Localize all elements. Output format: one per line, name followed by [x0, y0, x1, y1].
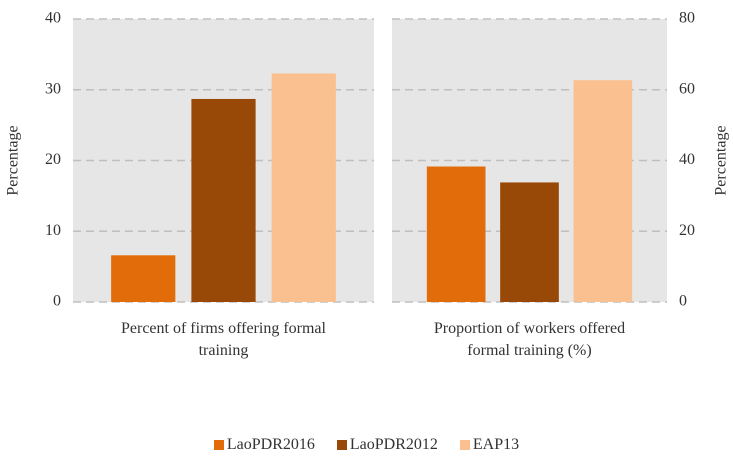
y-axis-label: Percentage — [713, 125, 730, 195]
x-category-label: Proportion of workers offered formal tra… — [433, 320, 626, 359]
y-tick-label: 20 — [679, 222, 695, 239]
legend-item: LaoPDR2016 — [213, 436, 315, 454]
y-tick-label: 40 — [679, 151, 695, 168]
legend-item: EAP13 — [459, 436, 520, 454]
bar — [111, 255, 176, 302]
y-tick-label: 80 — [679, 10, 695, 27]
y-tick-label: 20 — [45, 151, 61, 168]
y-tick-label: 0 — [53, 293, 61, 310]
y-tick-label: 10 — [45, 222, 61, 239]
legend: LaoPDR2016 LaoPDR2012 EAP13 — [0, 436, 733, 454]
bar — [191, 98, 256, 302]
y-tick-label: 0 — [679, 293, 687, 310]
x-category-label: Percent of firms offering formal trainin… — [121, 320, 326, 359]
bar — [426, 166, 486, 302]
y-tick-label: 30 — [45, 80, 61, 97]
bar — [271, 73, 336, 302]
y-axis-label: Percentage — [5, 125, 22, 195]
legend-label: LaoPDR2012 — [349, 436, 438, 453]
legend-label: LaoPDR2016 — [226, 436, 315, 453]
bar — [573, 80, 633, 302]
y-tick-label: 40 — [45, 10, 61, 27]
legend-swatch — [213, 440, 224, 450]
y-tick-label: 60 — [679, 80, 695, 97]
bar — [500, 182, 559, 302]
legend-label: EAP13 — [472, 436, 520, 453]
legend-item: LaoPDR2012 — [336, 436, 438, 454]
legend-swatch — [336, 440, 347, 450]
legend-swatch — [459, 440, 470, 450]
